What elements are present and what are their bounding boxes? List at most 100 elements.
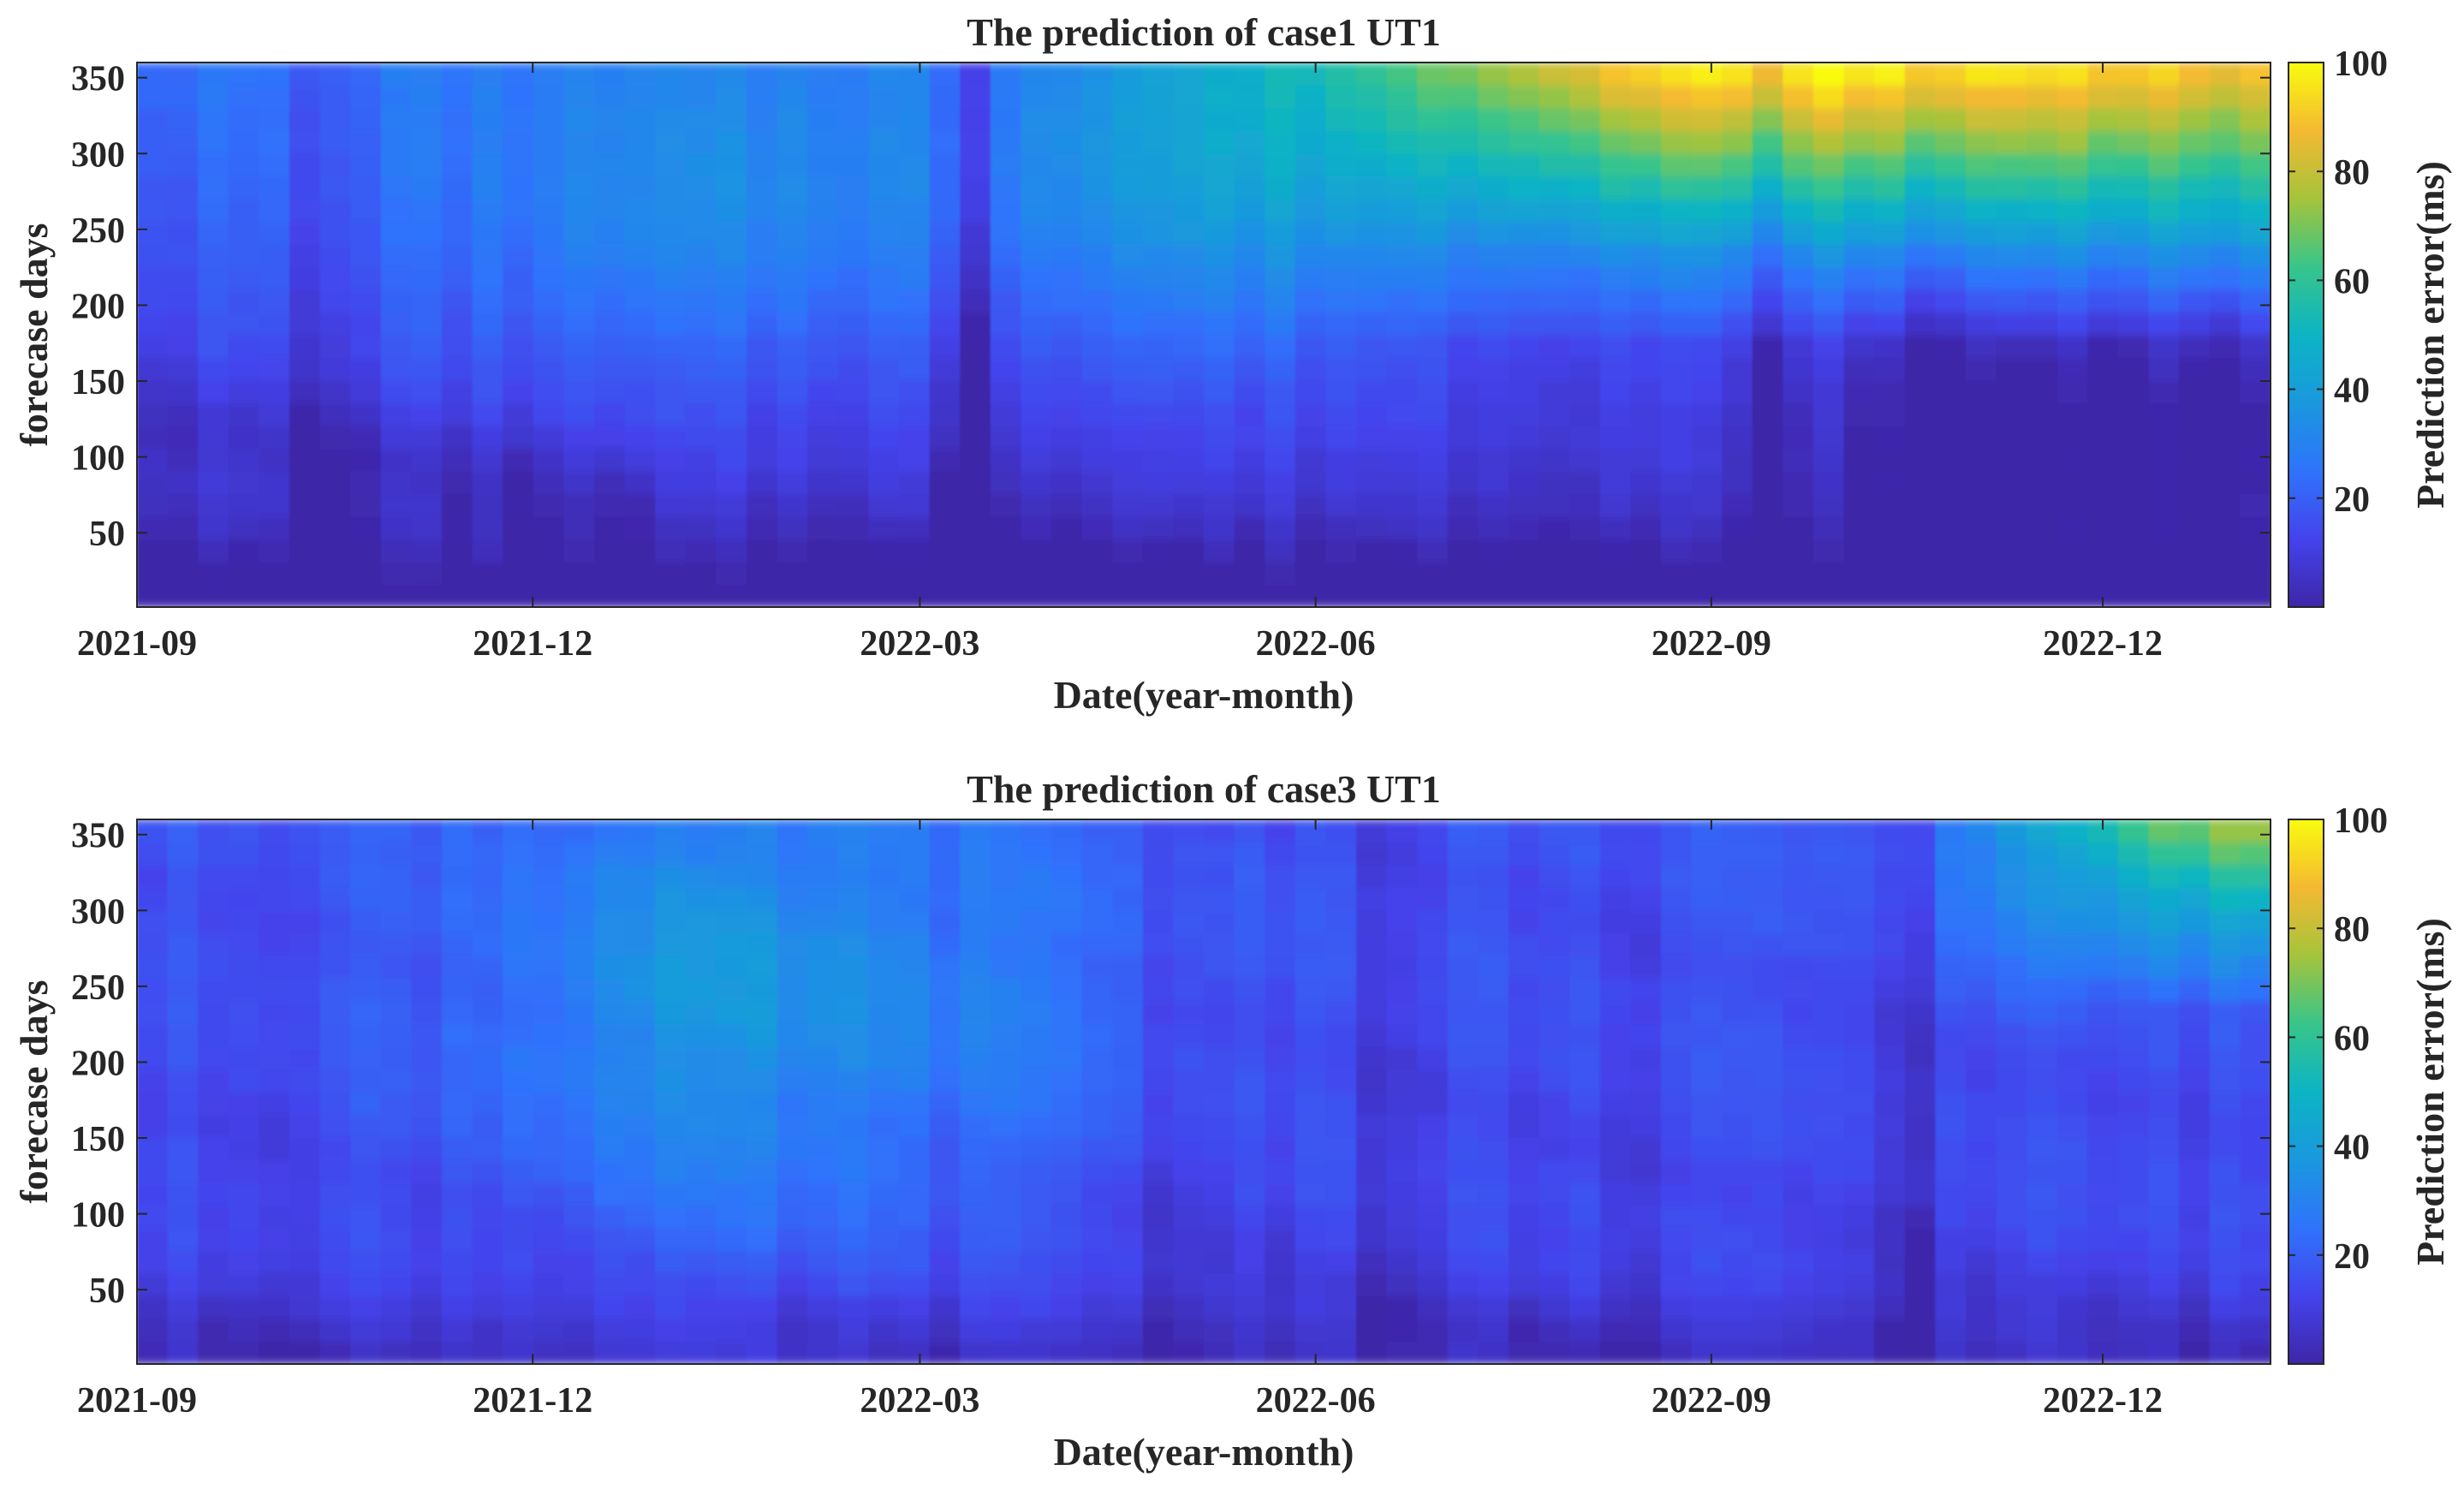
heatmap-cell bbox=[899, 130, 931, 154]
heatmap-cell bbox=[747, 1137, 778, 1161]
heatmap-cell bbox=[1173, 1341, 1205, 1364]
heatmap-cell bbox=[1722, 1001, 1753, 1025]
heatmap-cell bbox=[1325, 932, 1357, 956]
heatmap-cell bbox=[503, 1250, 534, 1274]
y-tick-label: 300 bbox=[71, 135, 125, 175]
heatmap-cell bbox=[1539, 108, 1570, 132]
heatmap-cell bbox=[1325, 1273, 1357, 1297]
heatmap-cell bbox=[2056, 1295, 2088, 1319]
heatmap-cell bbox=[533, 402, 564, 426]
heatmap-cell bbox=[198, 63, 229, 86]
heatmap-cell bbox=[1447, 312, 1479, 336]
heatmap-cell bbox=[716, 244, 747, 268]
heatmap-cell bbox=[837, 539, 869, 563]
heatmap-cell bbox=[1265, 1114, 1296, 1138]
heatmap-cell bbox=[1935, 1023, 1967, 1047]
heatmap-cell bbox=[380, 335, 412, 359]
heatmap-cell bbox=[1509, 1137, 1540, 1161]
heatmap-cell bbox=[777, 1341, 808, 1364]
heatmap-cell bbox=[350, 380, 382, 404]
heatmap-cell bbox=[1234, 85, 1265, 109]
heatmap-cell bbox=[1417, 335, 1449, 359]
heatmap-cell bbox=[747, 887, 778, 911]
heatmap-cell bbox=[624, 63, 656, 86]
heatmap-cell bbox=[1386, 312, 1418, 336]
heatmap-cell bbox=[1752, 539, 1783, 563]
heatmap-cell bbox=[1813, 819, 1845, 843]
heatmap-cell bbox=[167, 289, 199, 313]
heatmap-cell bbox=[259, 426, 290, 450]
heatmap-cell bbox=[1691, 842, 1723, 866]
heatmap-cell bbox=[1021, 289, 1052, 313]
heatmap-cell bbox=[1904, 176, 1936, 200]
heatmap-cell bbox=[624, 448, 656, 472]
heatmap-cell bbox=[2209, 402, 2241, 426]
heatmap-cell bbox=[1325, 1069, 1357, 1093]
heatmap-cell bbox=[198, 199, 229, 223]
heatmap-cell bbox=[563, 1159, 595, 1183]
heatmap-cell bbox=[624, 493, 656, 517]
heatmap-cell bbox=[990, 493, 1021, 517]
heatmap-cell bbox=[1204, 244, 1235, 268]
heatmap-cell bbox=[1843, 244, 1875, 268]
heatmap-cell bbox=[1966, 819, 1997, 843]
heatmap-cell bbox=[1904, 1319, 1936, 1343]
heatmap-cell bbox=[503, 978, 534, 1002]
heatmap-cell bbox=[1783, 471, 1814, 495]
heatmap-cell bbox=[747, 842, 778, 866]
heatmap-cell bbox=[1509, 312, 1540, 336]
heatmap-cell bbox=[563, 1341, 595, 1364]
heatmap-cell bbox=[442, 584, 473, 607]
heatmap-cell bbox=[1081, 153, 1113, 177]
heatmap-cell bbox=[624, 910, 656, 934]
heatmap-cell bbox=[533, 1273, 564, 1297]
heatmap-cell bbox=[472, 932, 503, 956]
heatmap-cell bbox=[1599, 1273, 1631, 1297]
heatmap-cell bbox=[594, 244, 626, 268]
heatmap-cell bbox=[685, 289, 717, 313]
heatmap-cell bbox=[289, 85, 321, 109]
heatmap-cell bbox=[807, 380, 839, 404]
heatmap-cell bbox=[990, 842, 1021, 866]
heatmap-cell bbox=[1204, 289, 1235, 313]
heatmap-cell bbox=[563, 176, 595, 200]
heatmap-cell bbox=[1142, 516, 1174, 540]
heatmap-cell bbox=[411, 402, 443, 426]
heatmap-cell bbox=[259, 539, 290, 563]
heatmap-cell bbox=[1813, 978, 1845, 1002]
heatmap-cell bbox=[1813, 1295, 1845, 1319]
heatmap-cell bbox=[868, 910, 900, 934]
heatmap-cell bbox=[1173, 357, 1205, 381]
heatmap-cell bbox=[1356, 1092, 1388, 1116]
heatmap-cell bbox=[1752, 1319, 1783, 1343]
heatmap-cell bbox=[1234, 956, 1265, 980]
heatmap-cell bbox=[1966, 1205, 1997, 1229]
heatmap-cell bbox=[1294, 819, 1326, 843]
heatmap-cell bbox=[777, 357, 808, 381]
heatmap-cell bbox=[1142, 471, 1174, 495]
heatmap-cell bbox=[899, 516, 931, 540]
heatmap-cell bbox=[777, 1182, 808, 1206]
heatmap-cell bbox=[1661, 562, 1693, 586]
heatmap-cell bbox=[685, 357, 717, 381]
heatmap-cell bbox=[1265, 539, 1296, 563]
heatmap-cell bbox=[228, 584, 259, 607]
heatmap-cell bbox=[1996, 448, 2027, 472]
heatmap-cell bbox=[1599, 956, 1631, 980]
heatmap-cell bbox=[960, 1250, 991, 1274]
heatmap-cell bbox=[868, 199, 900, 223]
heatmap-cell bbox=[289, 1001, 321, 1025]
heatmap-cell bbox=[1081, 562, 1113, 586]
heatmap-cell bbox=[990, 1250, 1021, 1274]
heatmap-cell bbox=[990, 1001, 1021, 1025]
heatmap-cell bbox=[1081, 819, 1113, 843]
heatmap-cell bbox=[167, 221, 199, 245]
heatmap-cell bbox=[1204, 865, 1235, 889]
heatmap-cell bbox=[685, 1205, 717, 1229]
heatmap-cell bbox=[1569, 1137, 1601, 1161]
heatmap-cell bbox=[1843, 1250, 1875, 1274]
heatmap-cell bbox=[1752, 1159, 1783, 1183]
heatmap-cell bbox=[1630, 266, 1662, 290]
heatmap-cell bbox=[1265, 516, 1296, 540]
heatmap-cell bbox=[2209, 1295, 2241, 1319]
